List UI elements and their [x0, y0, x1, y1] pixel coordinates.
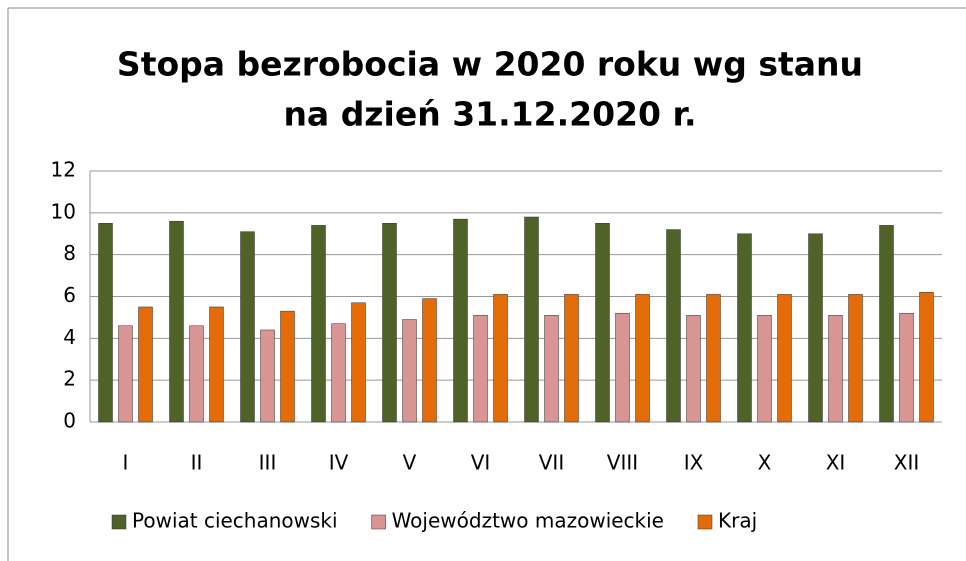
bar: [666, 229, 681, 423]
bar: [706, 294, 721, 423]
bar: [311, 225, 326, 423]
bar: [331, 323, 346, 423]
chart-title: na dzień 31.12.2020 r.: [283, 95, 696, 134]
x-tick-label: VIII: [607, 451, 638, 475]
bar: [595, 223, 610, 423]
bar: [524, 216, 539, 423]
x-tick-label: X: [758, 451, 772, 475]
legend-swatch: [371, 514, 386, 530]
bar: [777, 294, 792, 423]
x-tick-label: V: [403, 451, 417, 475]
bar: [686, 315, 701, 423]
bar: [351, 302, 366, 423]
y-tick-label: 6: [63, 283, 76, 307]
bar: [138, 306, 153, 423]
bar: [280, 310, 295, 423]
chart-title: Stopa bezrobocia w 2020 roku wg stanu: [117, 45, 863, 84]
y-tick-label: 10: [51, 199, 76, 223]
y-tick-label: 12: [51, 158, 76, 182]
x-tick-label: XII: [894, 451, 920, 475]
legend-swatch: [111, 514, 127, 530]
x-tick-label: IV: [329, 451, 349, 475]
x-tick-label: VII: [539, 451, 564, 475]
bar: [828, 315, 843, 423]
bar: [453, 218, 468, 423]
x-tick-label: III: [259, 451, 277, 475]
bar: [899, 312, 914, 423]
bar: [615, 312, 630, 423]
x-tick-label: XI: [826, 451, 846, 475]
legend-label: Kraj: [718, 509, 757, 533]
legend-swatch: [697, 514, 713, 530]
legend-label: Województwo mazowieckie: [392, 509, 664, 533]
bar: [402, 319, 417, 423]
bar: [382, 223, 397, 423]
bar: [118, 325, 133, 423]
x-tick-label: IX: [684, 451, 704, 475]
x-tick-label: VI: [471, 451, 491, 475]
bar: [879, 225, 894, 423]
y-tick-label: 4: [63, 325, 76, 349]
legend-label: Powiat ciechanowski: [132, 509, 338, 533]
bar: [473, 315, 488, 423]
bar: [564, 294, 579, 423]
bar: [169, 220, 184, 423]
y-tick-label: 0: [63, 409, 76, 433]
x-tick-label: I: [123, 451, 129, 475]
bar: [422, 298, 437, 423]
y-tick-label: 8: [63, 241, 76, 265]
bar: [808, 233, 823, 423]
bar: [189, 325, 204, 423]
bar: [737, 233, 752, 423]
x-tick-label: II: [191, 451, 203, 475]
bar: [919, 292, 934, 423]
y-tick-label: 2: [63, 367, 76, 391]
bar: [757, 315, 772, 423]
bar: [635, 294, 650, 423]
bar: [209, 306, 224, 423]
bar: [98, 223, 113, 423]
bar: [493, 294, 508, 423]
bar: [848, 294, 863, 423]
bar: [260, 329, 275, 423]
bar: [544, 315, 559, 423]
bar: [240, 231, 255, 423]
